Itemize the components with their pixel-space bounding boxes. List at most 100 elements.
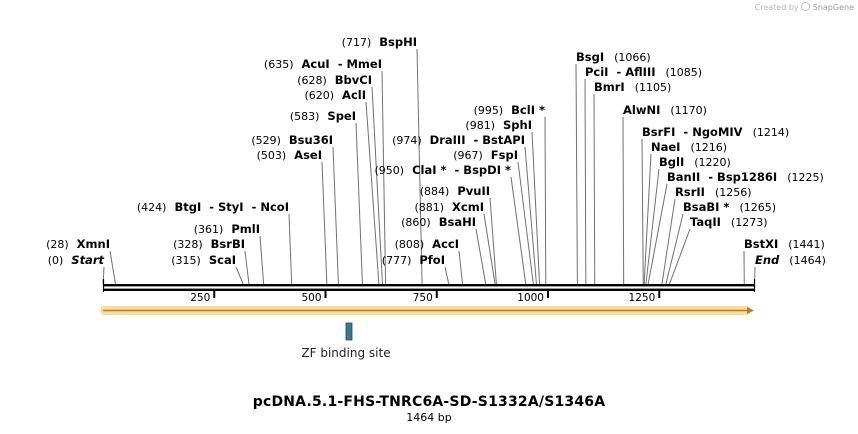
enzyme-site[interactable]: (1085) PciI - AflIII xyxy=(585,65,702,79)
site-connector xyxy=(524,146,537,285)
site-position: (995) xyxy=(474,104,504,117)
enzyme-name: Start xyxy=(71,253,104,267)
site-position: (620) xyxy=(304,89,334,102)
site-position: (950) xyxy=(374,164,404,177)
backbone-bottom-strand xyxy=(103,288,755,291)
enzyme-site[interactable]: (0) Start xyxy=(48,253,105,267)
site-connector xyxy=(458,250,464,285)
enzyme-name: PvuII xyxy=(457,184,490,198)
orf-arrowhead-icon xyxy=(747,307,754,314)
enzyme-site[interactable]: (1225) BanII - Bsp1286I xyxy=(667,170,824,184)
zf-binding-site-feature[interactable] xyxy=(345,322,353,341)
site-connector xyxy=(381,70,387,285)
enzyme-name: XmnI xyxy=(77,237,110,251)
open-reading-frame xyxy=(101,306,754,315)
enzyme-site[interactable]: (583) SpeI xyxy=(290,109,356,123)
enzyme-site[interactable]: (620) AclI xyxy=(304,88,366,102)
enzyme-name: BglI xyxy=(659,155,684,169)
site-position: (628) xyxy=(297,74,327,87)
enzyme-name: NaeI xyxy=(651,140,680,154)
enzyme-name: AcuI - MmeI xyxy=(302,57,382,71)
enzyme-site[interactable]: (529) Bsu36I xyxy=(251,133,333,147)
site-position: (503) xyxy=(257,149,287,162)
site-connector xyxy=(669,228,691,285)
enzyme-site[interactable]: (28) XmnI xyxy=(46,237,110,251)
enzyme-site[interactable]: (717) BspHI xyxy=(342,35,417,49)
site-connectors xyxy=(102,48,756,285)
site-position: (424) xyxy=(137,201,167,214)
site-connector xyxy=(483,213,496,285)
enzyme-site[interactable]: (777) PfoI xyxy=(382,253,445,267)
enzyme-site[interactable]: (1105) BmrI xyxy=(594,80,671,94)
site-connector xyxy=(584,78,587,285)
position-ruler: 250 500 750 1000 1250 xyxy=(190,291,661,304)
enzyme-name: BsrBI xyxy=(211,237,245,251)
enzyme-name: BsaBI * xyxy=(683,200,729,214)
site-connector xyxy=(622,116,625,285)
enzyme-name: BsrFI - NgoMIV xyxy=(642,125,743,139)
enzyme-site[interactable]: (1273) TaqII xyxy=(690,215,768,229)
site-position: (884) xyxy=(420,185,450,198)
site-position: (583) xyxy=(290,110,320,123)
enzyme-site[interactable]: (635) AcuI - MmeI xyxy=(264,57,382,71)
enzyme-site[interactable]: (1214) BsrFI - NgoMIV xyxy=(642,125,789,139)
site-connector xyxy=(647,183,668,285)
enzyme-site[interactable]: (967) FspI xyxy=(453,148,518,162)
enzyme-site[interactable]: (881) XcmI xyxy=(414,200,484,214)
site-position: (981) xyxy=(465,119,495,132)
sequence-backbone xyxy=(102,279,756,292)
enzyme-site[interactable]: (503) AseI xyxy=(257,148,322,162)
site-position: (1225) xyxy=(787,171,824,184)
site-connector xyxy=(444,266,450,285)
enzyme-name: PfoI xyxy=(419,253,445,267)
enzyme-site[interactable]: (1170) AlwNI xyxy=(623,103,707,117)
enzyme-name: BbvCI xyxy=(335,73,372,87)
site-position: (1220) xyxy=(694,156,731,169)
enzyme-site[interactable]: (1265) BsaBI * xyxy=(683,200,776,214)
enzyme-site[interactable]: (315) ScaI xyxy=(171,253,236,267)
enzyme-name: DraIII - BstAPI xyxy=(430,133,525,147)
enzyme-site[interactable]: (1220) BglI xyxy=(659,155,731,169)
ruler-tick-label: 250 xyxy=(190,292,210,304)
enzyme-site[interactable]: (361) PmlI xyxy=(194,222,260,236)
site-position: (717) xyxy=(342,36,372,49)
enzyme-site[interactable]: (860) BsaHI xyxy=(401,215,476,229)
site-position: (1265) xyxy=(739,201,776,214)
site-connector xyxy=(544,116,547,285)
enzyme-site[interactable]: (1256) RsrII xyxy=(675,185,752,199)
enzyme-site[interactable]: (974) DraIII - BstAPI xyxy=(392,133,525,147)
enzyme-site[interactable]: (1216) NaeI xyxy=(651,140,727,154)
enzyme-name: RsrII xyxy=(675,185,705,199)
enzyme-name: BclI * xyxy=(511,103,545,117)
enzyme-site[interactable]: (995) BclI * xyxy=(474,103,545,117)
site-connector xyxy=(475,228,487,285)
enzyme-site[interactable]: (424) BtgI - StyI - NcoI xyxy=(137,200,289,214)
enzyme-name: BsgI xyxy=(576,50,604,64)
enzyme-name: ClaI * - BspDI * xyxy=(412,163,511,177)
site-connector xyxy=(365,101,380,285)
site-connector xyxy=(109,250,116,285)
enzyme-site[interactable]: (628) BbvCI xyxy=(297,73,372,87)
site-connector xyxy=(288,213,293,285)
enzyme-site[interactable]: (1441) BstXI xyxy=(744,237,825,251)
site-position: (1464) xyxy=(789,254,826,267)
site-connector xyxy=(665,213,684,285)
enzyme-name: ScaI xyxy=(209,253,236,267)
site-connector xyxy=(332,146,339,285)
enzyme-name: PmlI xyxy=(231,222,260,236)
enzyme-site[interactable]: (328) BsrBI xyxy=(173,237,245,251)
enzyme-site[interactable]: (950) ClaI * - BspDI * xyxy=(374,163,511,177)
enzyme-site[interactable]: (884) PvuII xyxy=(420,184,490,198)
enzyme-site[interactable]: (1066) BsgI xyxy=(576,50,651,64)
site-labels: (0) Start (28) XmnI (315) ScaI (328) BsrBI(361)… xyxy=(46,35,826,267)
ruler-tick xyxy=(658,291,661,298)
ruler-tick-label: 1000 xyxy=(517,292,544,304)
site-position: (1273) xyxy=(731,216,768,229)
enzyme-name: BanII - Bsp1286I xyxy=(667,170,777,184)
enzyme-site[interactable]: (808) AccI xyxy=(395,237,459,251)
ruler-tick xyxy=(435,291,438,298)
site-position: (529) xyxy=(251,134,281,147)
enzyme-site[interactable]: (981) SphI xyxy=(465,118,532,132)
site-connector xyxy=(489,197,497,285)
enzyme-site[interactable]: (1464) End xyxy=(755,253,826,267)
